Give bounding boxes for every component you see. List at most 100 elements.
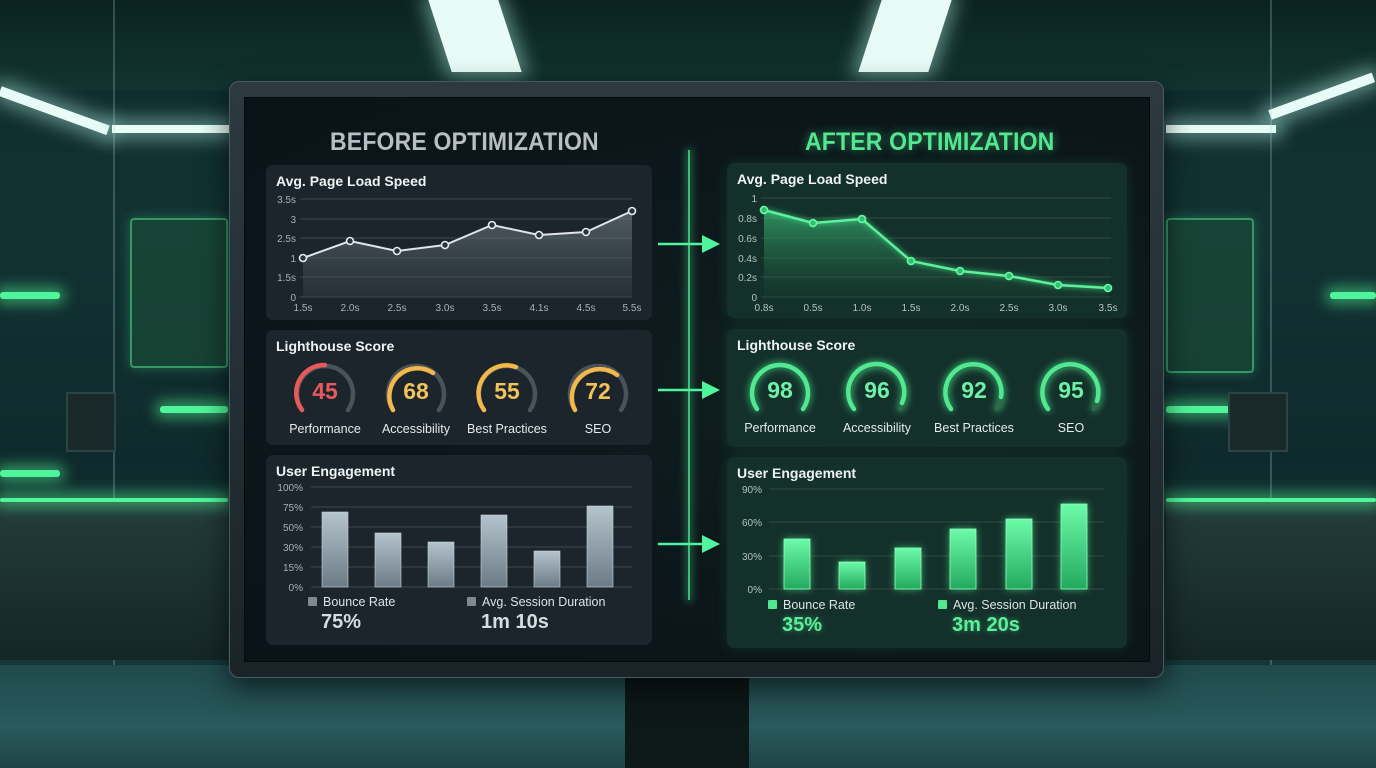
score-label: Accessibility [381, 422, 451, 436]
background-wall-screen [1166, 218, 1254, 373]
after-engagement-panel: User Engagement 90% 60% 30% 0% [727, 457, 1127, 648]
glass-partition [1270, 0, 1272, 768]
bounce-rate-value: 75% [321, 611, 362, 633]
divider-glow-line [688, 150, 690, 600]
gauge-performance: 45 Performance [279, 360, 371, 440]
arrow-right-icon [658, 535, 720, 553]
gauge-arc-icon [846, 361, 908, 412]
gauge-arc-icon [567, 363, 629, 413]
legend-swatch-icon [938, 600, 947, 609]
neon-strip [0, 470, 60, 477]
svg-text:15%: 15% [283, 563, 303, 574]
svg-text:3.5s: 3.5s [1099, 303, 1118, 314]
score-label: Best Practices [934, 421, 1014, 435]
svg-text:2.5s: 2.5s [1000, 303, 1019, 314]
ceiling-light [1166, 125, 1276, 133]
ceiling-light [0, 86, 110, 136]
neon-strip [160, 406, 228, 413]
arrow-right-icon [658, 235, 720, 253]
svg-text:0.8s: 0.8s [738, 214, 757, 225]
svg-text:1.5s: 1.5s [277, 273, 296, 284]
panel-title: Avg. Page Load Speed [276, 173, 427, 189]
background-monitor [66, 392, 116, 452]
background-wall-screen [130, 218, 228, 368]
gauge-arc-icon [749, 362, 811, 412]
gauge-arc-icon [385, 363, 447, 413]
svg-text:0: 0 [290, 293, 296, 304]
svg-text:0.4s: 0.4s [738, 254, 757, 265]
svg-text:90%: 90% [742, 485, 762, 496]
before-load-speed-chart: 3.5s3 2.5s1 1.5s0 1.5s 2.0s 2.5s 3.0s 3.5s… [277, 195, 641, 314]
svg-text:2.5s: 2.5s [277, 234, 296, 245]
monitor-stand [625, 675, 749, 768]
svg-text:100%: 100% [277, 483, 303, 494]
gauge-arc-icon [943, 362, 1005, 412]
glass-partition [113, 0, 115, 768]
legend-swatch-icon [467, 597, 476, 606]
before-load-speed-panel: Avg. Page Load Speed 3.5 [266, 165, 652, 320]
svg-text:3.0s: 3.0s [436, 303, 455, 314]
bounce-rate-value: 35% [782, 614, 823, 636]
svg-text:1.0s: 1.0s [853, 303, 872, 314]
background-desk [1166, 500, 1376, 660]
before-lighthouse-panel: Lighthouse Score 45 Performance 68 [266, 330, 652, 445]
svg-text:0.5s: 0.5s [804, 303, 823, 314]
svg-text:3.0s: 3.0s [1049, 303, 1068, 314]
svg-text:2.0s: 2.0s [951, 303, 970, 314]
svg-text:4.1s: 4.1s [530, 303, 549, 314]
gauge-seo: 72 SEO [552, 360, 644, 440]
legend-bounce-rate: Bounce Rate [308, 595, 395, 609]
after-load-speed-chart: 1 0.8s 0.6s 0.4s 0.2s 0 0.8s 0.5s 1.0s 1.5s 2… [738, 194, 1118, 314]
score-value: 45 [312, 378, 338, 404]
neon-strip [1330, 292, 1376, 299]
score-label: SEO [1057, 421, 1085, 435]
gauge-best-practices: 92 Best Practices [928, 359, 1020, 439]
svg-text:1: 1 [751, 194, 757, 205]
gauge-accessibility: 96 Accessibility [831, 359, 923, 439]
panel-title: User Engagement [737, 465, 857, 481]
gauge-seo: 95 SEO [1025, 359, 1117, 439]
score-value: 98 [767, 377, 793, 403]
svg-text:50%: 50% [283, 523, 303, 534]
score-value: 68 [403, 378, 429, 404]
svg-text:60%: 60% [742, 518, 762, 529]
svg-text:3: 3 [290, 215, 296, 226]
gauge-arc-icon [294, 362, 356, 413]
desk-edge-light [1166, 498, 1376, 502]
desk-edge-light [0, 498, 228, 502]
after-engagement-chart: 90% 60% 30% 0% [742, 485, 1104, 596]
gauge-arc-icon [1040, 362, 1102, 412]
background-desk [0, 500, 228, 660]
neon-strip [0, 292, 60, 299]
before-section-title: BEFORE OPTIMIZATION [330, 128, 599, 156]
panel-title: User Engagement [276, 463, 396, 479]
ceiling-light [112, 125, 230, 133]
gauge-performance: 98 Performance [734, 359, 826, 439]
score-value: 55 [494, 378, 520, 404]
before-engagement-chart: 100% 75% 50% 30% 15% 0% [277, 483, 632, 594]
score-value: 72 [585, 378, 611, 404]
svg-text:1.5s: 1.5s [294, 303, 313, 314]
svg-text:2.0s: 2.0s [341, 303, 360, 314]
svg-text:0.8s: 0.8s [755, 303, 774, 314]
svg-text:3.5s: 3.5s [483, 303, 502, 314]
score-value: 95 [1058, 377, 1084, 403]
after-section-title: AFTER OPTIMIZATION [805, 128, 1055, 156]
score-label: Performance [744, 421, 816, 435]
score-label: Accessibility [842, 421, 912, 435]
gauge-accessibility: 68 Accessibility [370, 360, 462, 440]
score-value: 96 [864, 377, 890, 403]
neon-strip [1166, 406, 1236, 413]
score-label: SEO [584, 422, 612, 436]
score-value: 92 [961, 377, 987, 403]
after-load-speed-panel: Avg. Page Load Speed 1 0. [727, 163, 1127, 318]
svg-text:30%: 30% [283, 543, 303, 554]
panel-title: Avg. Page Load Speed [737, 171, 888, 187]
svg-text:30%: 30% [742, 552, 762, 563]
gauge-arc-icon [476, 363, 538, 413]
svg-text:1: 1 [290, 254, 296, 265]
dashboard-screen: BEFORE OPTIMIZATION AFTER OPTIMIZATION A… [244, 97, 1150, 662]
before-engagement-panel: User Engagement 100% 75% [266, 455, 652, 645]
session-duration-value: 1m 10s [481, 611, 549, 633]
